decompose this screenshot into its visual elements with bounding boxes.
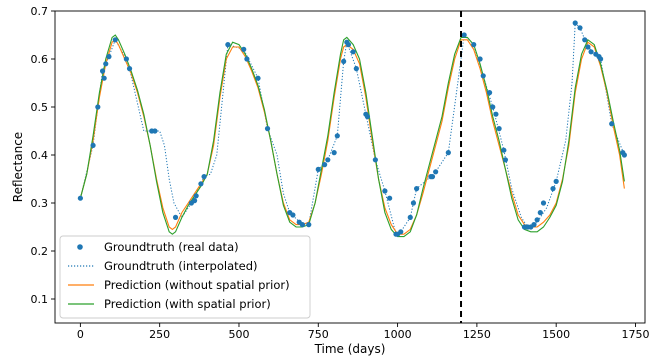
y-tick-label: 0.1 xyxy=(31,293,49,306)
y-tick-label: 0.7 xyxy=(31,5,49,18)
data-point xyxy=(609,121,615,127)
data-point xyxy=(461,32,467,38)
data-point xyxy=(414,186,420,192)
data-point xyxy=(585,44,591,50)
data-point xyxy=(77,195,83,201)
data-point xyxy=(299,222,306,228)
data-point xyxy=(99,68,106,74)
x-tick-label: 250 xyxy=(149,328,170,341)
data-point xyxy=(123,56,129,62)
data-point xyxy=(502,157,509,163)
y-axis-title: Reflectance xyxy=(11,132,25,202)
plot-data xyxy=(77,20,627,238)
data-point xyxy=(486,90,493,96)
x-axis-title: Time (days) xyxy=(314,342,386,356)
data-point xyxy=(550,186,556,192)
data-point xyxy=(193,193,199,199)
data-point xyxy=(410,200,417,206)
data-point xyxy=(496,126,502,132)
x-tick-label: 1000 xyxy=(384,328,412,341)
data-point xyxy=(433,169,439,175)
x-tick-label: 500 xyxy=(228,328,249,341)
data-point xyxy=(490,104,496,110)
data-point xyxy=(306,222,312,228)
y-tick-label: 0.3 xyxy=(31,197,49,210)
data-point xyxy=(244,56,250,62)
x-tick-label: 0 xyxy=(77,328,84,341)
data-point xyxy=(198,181,204,187)
legend-marker-groundtruth-real-data xyxy=(77,244,83,250)
data-point xyxy=(501,147,507,153)
data-point xyxy=(334,133,340,139)
data-point xyxy=(90,142,96,148)
data-point xyxy=(477,56,483,62)
data-point xyxy=(103,61,109,67)
y-tick-label: 0.6 xyxy=(31,53,49,66)
data-point xyxy=(106,54,112,60)
y-tick-label: 0.2 xyxy=(31,245,49,258)
data-point xyxy=(572,20,578,26)
data-point xyxy=(264,126,271,132)
data-point xyxy=(331,150,337,156)
data-point xyxy=(112,37,118,43)
data-point xyxy=(582,37,588,43)
data-point xyxy=(172,214,179,220)
x-tick-label: 1750 xyxy=(621,328,649,341)
y-tick-label: 0.5 xyxy=(31,101,49,114)
data-point xyxy=(345,42,352,48)
series-line-prediction-with-spatial-prior xyxy=(79,34,625,238)
data-point xyxy=(152,128,158,134)
data-point xyxy=(621,152,627,158)
data-point xyxy=(201,174,207,180)
data-point xyxy=(553,178,559,184)
data-point xyxy=(537,210,543,216)
legend-box xyxy=(59,235,311,319)
data-point xyxy=(315,166,321,172)
legend-label-groundtruth-interpolated: Groundtruth (interpolated) xyxy=(104,259,258,273)
data-point xyxy=(429,174,436,180)
data-point xyxy=(445,150,451,156)
legend-label-groundtruth-real-data: Groundtruth (real data) xyxy=(104,240,239,254)
data-point xyxy=(353,66,359,72)
data-point xyxy=(531,222,537,228)
data-point xyxy=(597,56,604,62)
data-point xyxy=(372,157,378,163)
data-point xyxy=(407,214,413,220)
data-point xyxy=(325,157,331,163)
x-tick-label: 1250 xyxy=(463,328,491,341)
data-point xyxy=(534,217,540,223)
legend-label-prediction-without-spatial-prior: Prediction (without spatial prior) xyxy=(104,278,290,292)
data-point xyxy=(101,75,107,81)
data-point xyxy=(350,49,356,55)
data-point xyxy=(241,46,247,53)
x-tick-label: 750 xyxy=(308,328,329,341)
y-tick-label: 0.4 xyxy=(31,149,49,162)
data-point xyxy=(290,212,296,218)
data-point xyxy=(191,198,198,204)
data-point xyxy=(322,162,328,168)
data-point xyxy=(95,104,101,110)
data-point xyxy=(540,200,547,206)
plot-frame xyxy=(54,10,646,324)
data-point xyxy=(126,66,133,72)
data-point xyxy=(364,114,371,120)
data-point xyxy=(480,73,486,79)
data-point xyxy=(341,58,347,64)
x-tick-label: 1500 xyxy=(542,328,570,341)
data-point xyxy=(398,229,404,235)
data-point xyxy=(382,188,388,194)
data-point xyxy=(225,42,231,48)
data-point xyxy=(493,111,499,117)
data-point xyxy=(471,42,477,48)
data-point xyxy=(577,25,583,31)
data-point xyxy=(255,75,261,81)
data-point xyxy=(588,49,594,55)
data-point xyxy=(387,195,393,201)
legend-label-prediction-with-spatial-prior: Prediction (with spatial prior) xyxy=(104,297,271,311)
